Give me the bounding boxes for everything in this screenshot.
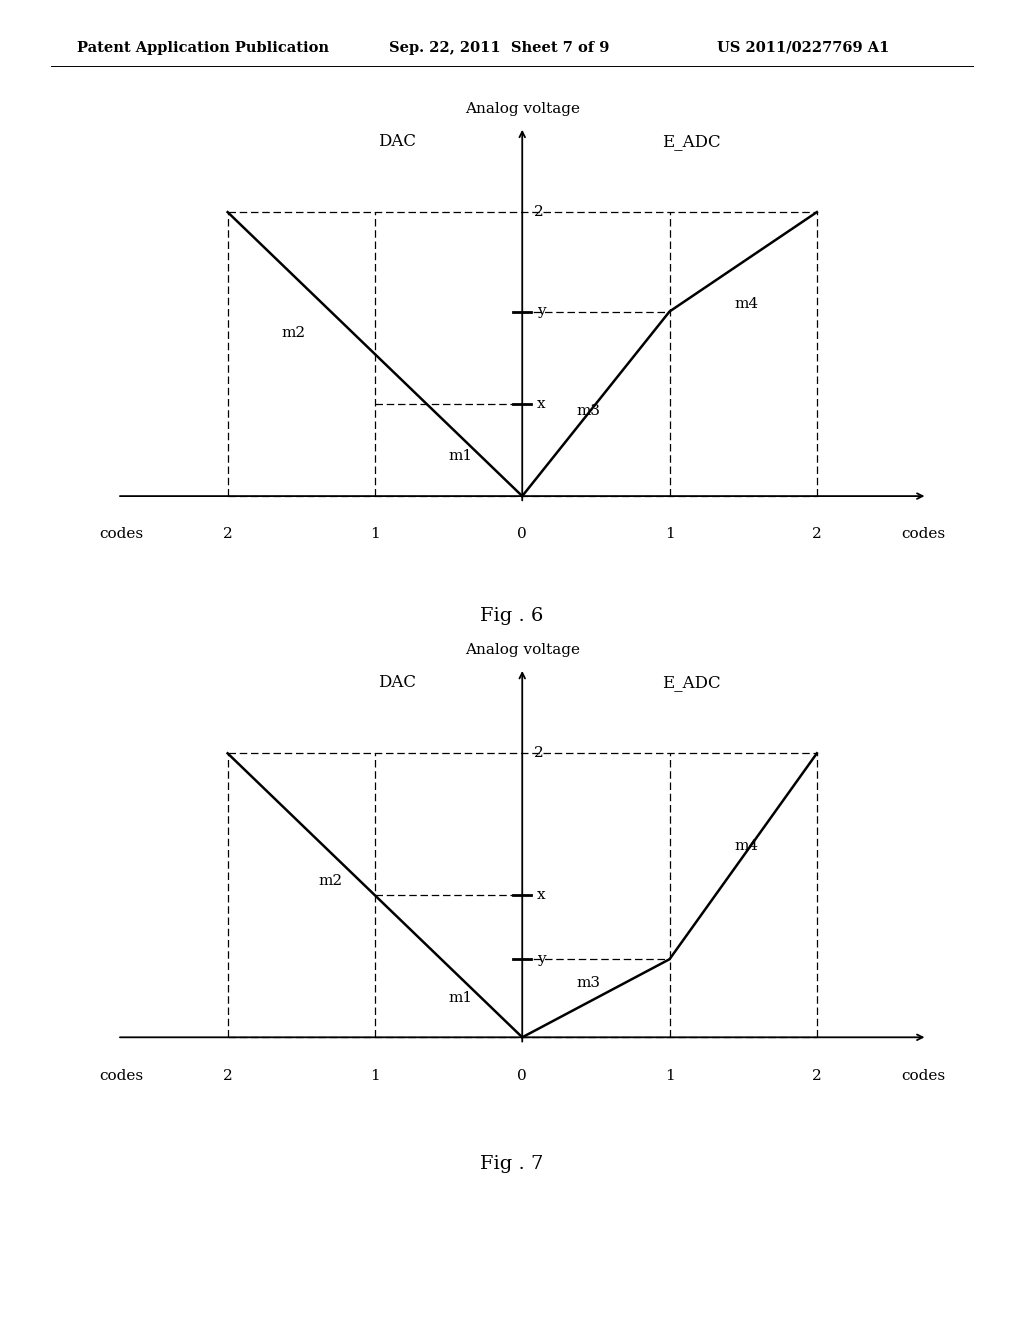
Text: y: y (537, 952, 546, 966)
Text: y: y (537, 305, 546, 318)
Text: US 2011/0227769 A1: US 2011/0227769 A1 (717, 41, 889, 54)
Text: m4: m4 (734, 297, 758, 312)
Text: 1: 1 (370, 528, 380, 541)
Text: m2: m2 (282, 326, 306, 339)
Text: 2: 2 (223, 1069, 232, 1082)
Text: m1: m1 (449, 449, 472, 463)
Text: Patent Application Publication: Patent Application Publication (77, 41, 329, 54)
Text: 2: 2 (223, 528, 232, 541)
Text: codes: codes (901, 1069, 945, 1082)
Text: x: x (537, 888, 546, 903)
Text: m1: m1 (449, 990, 472, 1005)
Text: 0: 0 (517, 1069, 527, 1082)
Text: 2: 2 (535, 205, 544, 219)
Text: Fig . 6: Fig . 6 (480, 607, 544, 626)
Text: x: x (537, 397, 546, 411)
Text: m3: m3 (577, 404, 600, 418)
Text: DAC: DAC (378, 673, 416, 690)
Text: DAC: DAC (378, 132, 416, 149)
Text: 2: 2 (535, 746, 544, 760)
Text: codes: codes (901, 528, 945, 541)
Text: m4: m4 (734, 838, 758, 853)
Text: E_ADC: E_ADC (663, 673, 721, 690)
Text: 2: 2 (812, 528, 821, 541)
Text: 1: 1 (665, 528, 675, 541)
Text: 0: 0 (517, 528, 527, 541)
Text: m3: m3 (577, 977, 600, 990)
Text: 2: 2 (812, 1069, 821, 1082)
Text: Fig . 7: Fig . 7 (480, 1155, 544, 1173)
Text: 1: 1 (370, 1069, 380, 1082)
Text: Analog voltage: Analog voltage (465, 102, 580, 116)
Text: codes: codes (99, 528, 143, 541)
Text: Analog voltage: Analog voltage (465, 643, 580, 657)
Text: m2: m2 (318, 874, 343, 888)
Text: E_ADC: E_ADC (663, 132, 721, 149)
Text: codes: codes (99, 1069, 143, 1082)
Text: Sep. 22, 2011  Sheet 7 of 9: Sep. 22, 2011 Sheet 7 of 9 (389, 41, 609, 54)
Text: 1: 1 (665, 1069, 675, 1082)
